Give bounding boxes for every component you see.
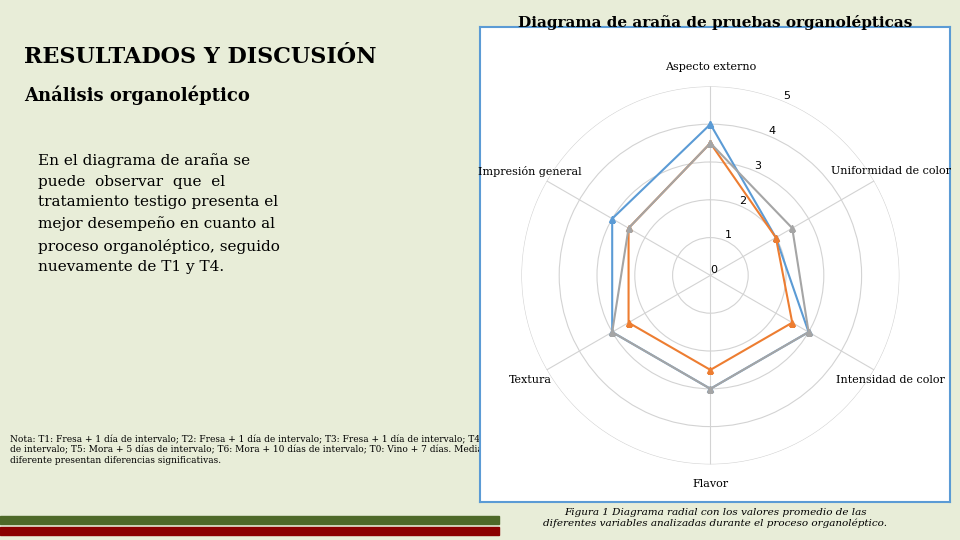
T0 [705, 121, 716, 127]
T4 [705, 386, 716, 392]
T1 [623, 225, 635, 231]
T0 [607, 329, 618, 335]
Line: T4: T4 [609, 140, 812, 392]
Text: RESULTADOS Y DISCUSIÓN: RESULTADOS Y DISCUSIÓN [24, 46, 376, 69]
Text: Análisis organoléptico: Análisis organoléptico [24, 85, 250, 105]
Line: T0: T0 [609, 121, 812, 392]
T4 [705, 140, 716, 146]
Text: Figura 1 Diagrama radial con los valores promedio de las
diferentes variables an: Figura 1 Diagrama radial con los valores… [543, 508, 887, 528]
Line: T1: T1 [625, 140, 796, 373]
Text: En el diagrama de araña se
puede  observar  que  el
tratamiento testigo presenta: En el diagrama de araña se puede observa… [38, 153, 280, 274]
Bar [0, 516, 499, 524]
T4 [607, 329, 618, 335]
T0 [770, 234, 781, 241]
Bar [0, 526, 499, 535]
Text: Nota: T1: Fresa + 1 día de intervalo; T2: Fresa + 1 día de intervalo; T3: Fresa : Nota: T1: Fresa + 1 día de intervalo; T2… [10, 435, 546, 465]
T0 [705, 121, 716, 127]
T1 [770, 234, 781, 241]
Title: Diagrama de araña de pruebas organolépticas: Diagrama de araña de pruebas organolépti… [518, 15, 912, 30]
T1 [705, 140, 716, 146]
T0 [705, 386, 716, 392]
T1 [786, 319, 798, 326]
T1 [705, 367, 716, 373]
T4 [705, 140, 716, 146]
T0 [607, 215, 618, 222]
T4 [803, 329, 814, 335]
T1 [623, 320, 635, 326]
T0 [803, 329, 814, 335]
T4 [623, 225, 635, 231]
T4 [786, 225, 798, 231]
T1 [705, 140, 716, 146]
